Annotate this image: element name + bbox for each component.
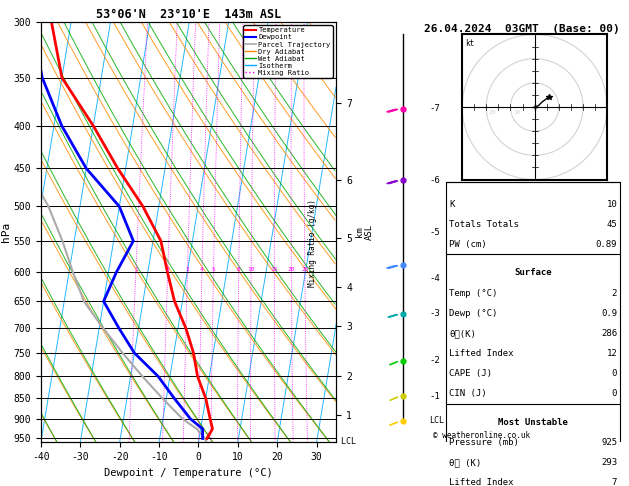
Text: 0.89: 0.89 [596, 240, 617, 249]
Text: 2: 2 [612, 289, 617, 297]
Text: 0.9: 0.9 [601, 309, 617, 318]
Text: 7: 7 [612, 478, 617, 486]
Text: 10: 10 [247, 267, 255, 272]
Text: Dewp (°C): Dewp (°C) [449, 309, 498, 318]
Text: 293: 293 [601, 458, 617, 467]
Text: 1: 1 [134, 267, 138, 272]
Text: Most Unstable: Most Unstable [498, 417, 568, 427]
Text: 925: 925 [601, 438, 617, 447]
Text: PW (cm): PW (cm) [449, 240, 487, 249]
Text: 15: 15 [270, 267, 278, 272]
Text: θᴇ (K): θᴇ (K) [449, 458, 481, 467]
Text: LCL: LCL [337, 436, 356, 446]
Text: CAPE (J): CAPE (J) [449, 369, 493, 378]
Text: -1: -1 [429, 392, 440, 400]
Text: -2: -2 [429, 356, 440, 365]
Text: -4: -4 [429, 274, 440, 283]
Text: © weatheronline.co.uk: © weatheronline.co.uk [433, 431, 530, 440]
Text: θᴇ(K): θᴇ(K) [449, 329, 476, 338]
Text: 3: 3 [186, 267, 189, 272]
Text: -6: -6 [429, 176, 440, 185]
Text: 25: 25 [301, 267, 309, 272]
Text: 0: 0 [612, 369, 617, 378]
Text: -3: -3 [429, 309, 440, 318]
Text: Mixing Ratio (g/kg): Mixing Ratio (g/kg) [308, 199, 317, 287]
Text: 10: 10 [606, 200, 617, 209]
Text: 20: 20 [287, 267, 295, 272]
Text: Lifted Index: Lifted Index [449, 349, 514, 358]
Text: CIN (J): CIN (J) [449, 389, 487, 399]
Text: Lifted Index: Lifted Index [449, 478, 514, 486]
Text: Surface: Surface [515, 268, 552, 278]
Text: -5: -5 [429, 228, 440, 238]
Text: 2: 2 [166, 267, 170, 272]
Text: K: K [449, 200, 455, 209]
Text: 8: 8 [237, 267, 240, 272]
Text: 26.04.2024  03GMT  (Base: 00): 26.04.2024 03GMT (Base: 00) [425, 24, 620, 34]
Text: -7: -7 [429, 104, 440, 113]
Y-axis label: km
ASL: km ASL [355, 224, 374, 240]
Text: 286: 286 [601, 329, 617, 338]
Legend: Temperature, Dewpoint, Parcel Trajectory, Dry Adiabat, Wet Adiabat, Isotherm, Mi: Temperature, Dewpoint, Parcel Trajectory… [243, 25, 333, 78]
Text: 5: 5 [211, 267, 215, 272]
Text: 45: 45 [606, 220, 617, 229]
Text: 12: 12 [606, 349, 617, 358]
Text: 4: 4 [200, 267, 204, 272]
Title: 53°06'N  23°10'E  143m ASL: 53°06'N 23°10'E 143m ASL [96, 8, 281, 21]
X-axis label: Dewpoint / Temperature (°C): Dewpoint / Temperature (°C) [104, 468, 273, 478]
Text: Temp (°C): Temp (°C) [449, 289, 498, 297]
Text: LCL: LCL [429, 416, 444, 425]
Text: Pressure (mb): Pressure (mb) [449, 438, 519, 447]
Text: Totals Totals: Totals Totals [449, 220, 519, 229]
Y-axis label: hPa: hPa [1, 222, 11, 242]
Text: 0: 0 [612, 389, 617, 399]
